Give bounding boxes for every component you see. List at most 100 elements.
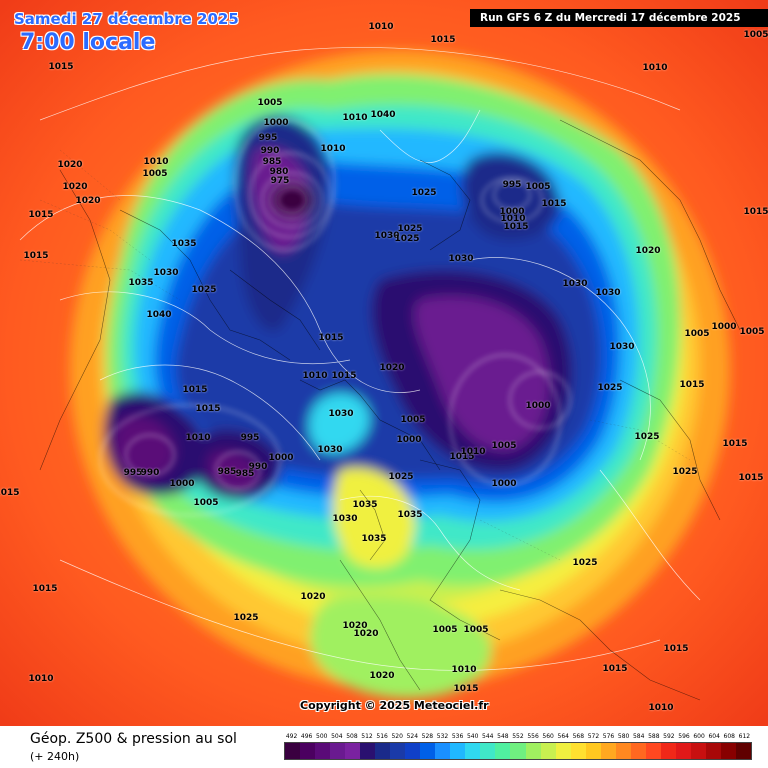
legend-swatch	[705, 743, 721, 759]
isobar-label: 1025	[672, 467, 698, 477]
legend-value: 608	[723, 733, 735, 740]
legend-value: 560	[542, 733, 554, 740]
legend-value: 508	[346, 733, 358, 740]
isobar-label: 1015	[182, 385, 208, 395]
isobar-label: 1025	[388, 472, 414, 482]
isobar-label: 1020	[57, 160, 83, 170]
legend-value: 512	[361, 733, 373, 740]
isobar-label: 1010	[302, 371, 328, 381]
isobar-label: 1015	[602, 664, 628, 674]
isobar-label: 990	[260, 146, 280, 156]
legend-value: 532	[436, 733, 449, 740]
isobar-label: 1030	[609, 342, 635, 352]
isobar-label: 1010	[342, 113, 368, 123]
color-scale-legend: 492 496 500 504 508 512 516 520 524 528 532 536 540 5…	[284, 732, 752, 762]
isobar-label: 1015	[663, 644, 689, 654]
isobar-label: 1035	[171, 239, 197, 249]
isobar-label: 1000	[525, 401, 551, 411]
isobar-label: 1015	[318, 333, 344, 343]
isobar-label: 1020	[342, 621, 368, 631]
isobar-label: 1015	[453, 684, 479, 694]
legend-swatch	[300, 743, 316, 759]
isobar-label: 995	[258, 133, 278, 143]
legend-value: 580	[617, 733, 630, 740]
isobar-label: 1025	[572, 558, 598, 568]
isobar-label: 1000	[396, 435, 422, 445]
legend-value: 520	[391, 733, 403, 740]
forecast-date: Samedi 27 décembre 2025	[14, 10, 239, 28]
model-run-label: Run GFS 6 Z du Mercredi 17 décembre 2025	[470, 9, 768, 27]
isobar-label: 1025	[597, 383, 623, 393]
isobar-label: 1000	[169, 479, 195, 489]
isobar-label: 1010	[460, 447, 486, 457]
legend-value: 572	[587, 733, 600, 740]
isobar-label: 1035	[128, 278, 154, 288]
legend-swatch	[615, 743, 631, 759]
legend-swatch	[645, 743, 661, 759]
isobar-label: 1005	[257, 98, 283, 108]
legend-swatch	[630, 743, 646, 759]
isobar-label: 1000	[491, 479, 517, 489]
legend-value: 612	[738, 733, 751, 740]
isobar-label: 1030	[328, 409, 354, 419]
isobar-label: 1030	[562, 279, 588, 289]
legend-value: 504	[331, 733, 343, 740]
isobar-label: 1015	[0, 488, 20, 498]
isobar-label: 1005	[193, 498, 219, 508]
legend-swatch	[735, 743, 751, 759]
legend-swatch	[510, 743, 526, 759]
legend-value: 548	[497, 733, 509, 740]
isobar-label: 1015	[679, 380, 705, 390]
isobar-label: 1015	[503, 222, 529, 232]
isobar-label: 1020	[75, 196, 101, 206]
legend-swatch	[285, 743, 301, 759]
legend-value: 492	[285, 733, 298, 740]
isobar-label: 1015	[722, 439, 748, 449]
geopotential-map-graphic	[0, 0, 768, 726]
isobar-label: 1020	[369, 671, 395, 681]
legend-swatch	[720, 743, 736, 759]
isobar-label: 990	[140, 468, 160, 478]
isobar-label: 1020	[635, 246, 661, 256]
legend-value: 568	[572, 733, 585, 740]
isobar-label: 1000	[711, 322, 737, 332]
isobar-label: 1005	[743, 30, 768, 40]
isobar-label: 1005	[142, 169, 168, 179]
isobar-label: 985	[262, 157, 282, 167]
isobar-label: 1015	[48, 62, 74, 72]
isobar-label: 1030	[374, 231, 400, 241]
isobar-label: 990	[248, 462, 268, 472]
legend-value: 564	[557, 733, 569, 740]
isobar-label: 1025	[411, 188, 437, 198]
legend-swatch	[690, 743, 706, 759]
isobar-label: 980	[269, 167, 289, 177]
isobar-label: 1015	[449, 452, 475, 462]
isobar-label: 1005	[491, 441, 517, 451]
legend-swatch	[495, 743, 511, 759]
isobar-label: 985	[235, 469, 255, 479]
isobar-label: 1030	[317, 445, 343, 455]
isobar-label: 1040	[370, 110, 396, 120]
isobar-label: 1030	[332, 514, 358, 524]
map-footer: Géop. Z500 & pression au sol (+ 240h) 49…	[0, 726, 768, 768]
legend-swatch	[405, 743, 421, 759]
legend-value: 496	[300, 733, 313, 740]
isobar-label: 1005	[400, 415, 426, 425]
legend-value: 556	[527, 733, 539, 740]
isobar-label: 995	[502, 180, 522, 190]
isobar-label: 1010	[368, 22, 394, 32]
isobar-label: 1025	[394, 234, 420, 244]
legend-swatch	[435, 743, 451, 759]
legend-swatch	[675, 743, 691, 759]
legend-value: 516	[376, 733, 388, 740]
weather-map: Samedi 27 décembre 2025 7:00 locale Run …	[0, 0, 768, 726]
isobar-label: 975	[270, 176, 290, 186]
isobar-label: 1000	[268, 453, 294, 463]
isobar-label: 1035	[397, 510, 423, 520]
forecast-lead-time: (+ 240h)	[30, 750, 80, 763]
isobar-label: 995	[240, 433, 260, 443]
isobar-label: 1005	[739, 327, 765, 337]
isobar-label: 1010	[320, 144, 346, 154]
isobar-label: 1005	[684, 329, 710, 339]
isobar-label: 1035	[352, 500, 378, 510]
